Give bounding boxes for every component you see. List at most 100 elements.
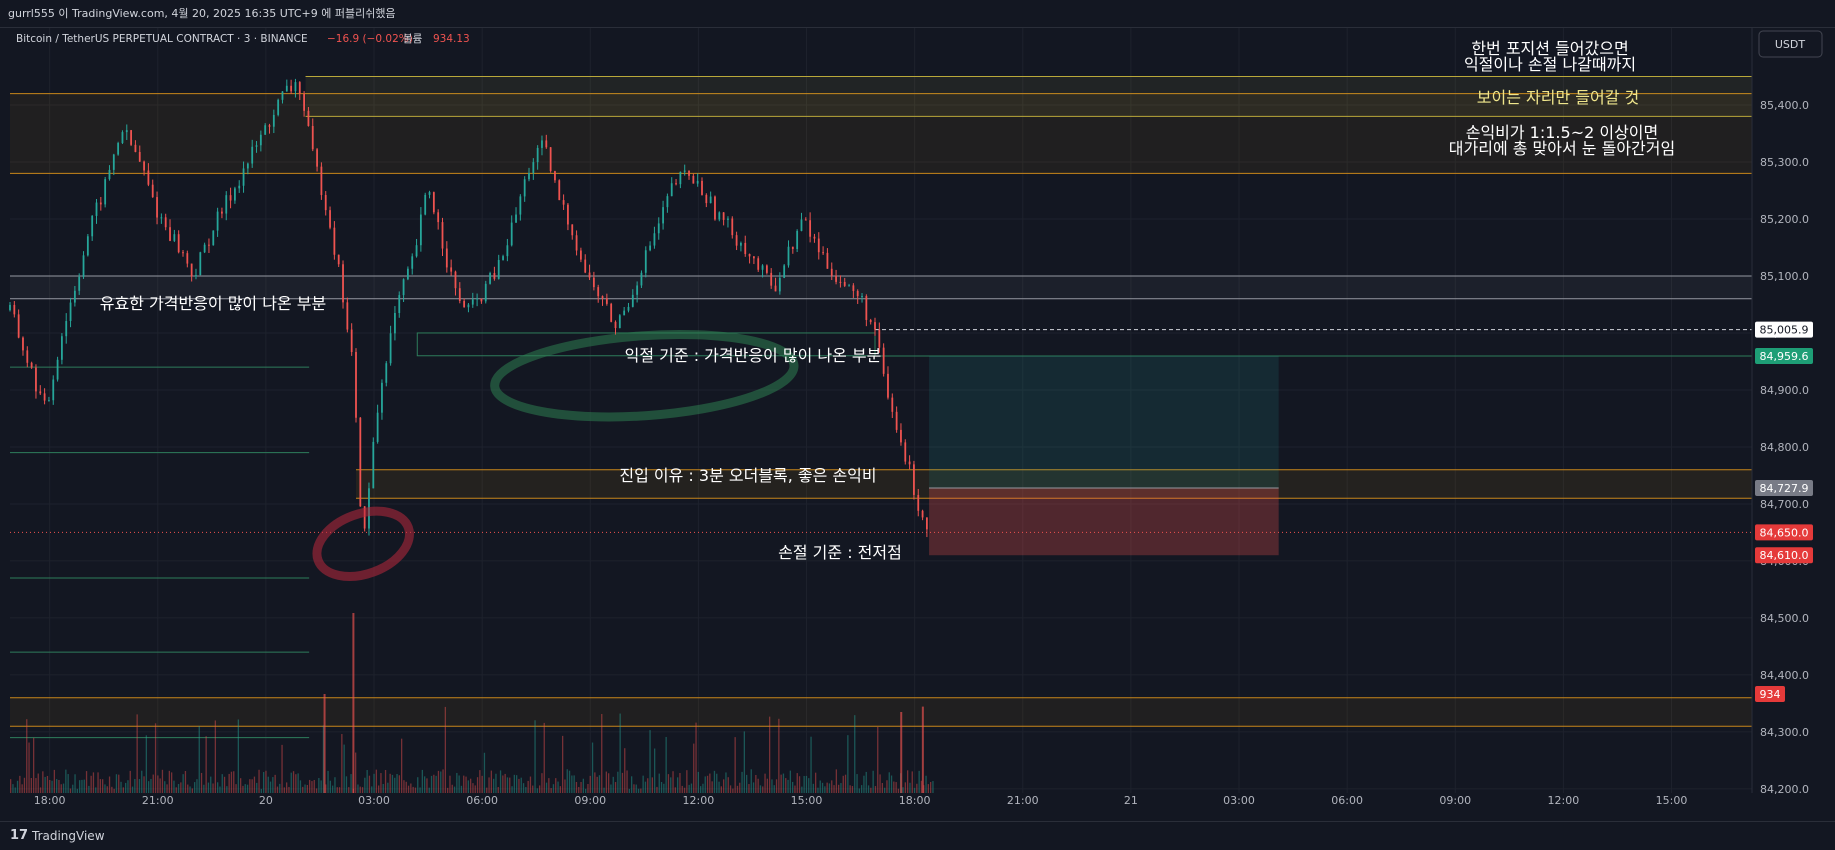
volume-bar — [582, 778, 584, 793]
volume-bar — [240, 778, 242, 793]
currency-button[interactable]: USDT — [1758, 30, 1823, 58]
volume-bar — [789, 770, 791, 793]
candle-body — [848, 285, 850, 287]
volume-bar — [19, 775, 21, 793]
volume-bar — [108, 776, 111, 793]
volume-bar — [21, 784, 23, 793]
volume-bar — [191, 788, 193, 793]
volume-bar — [828, 783, 831, 793]
x-tick-label: 03:00 — [358, 794, 390, 807]
volume-bar — [665, 736, 667, 793]
candle-body — [541, 140, 543, 148]
candle-body — [631, 294, 634, 307]
volume-bar — [350, 774, 352, 793]
volume-bar — [833, 785, 835, 793]
volume-bar — [302, 786, 304, 793]
volume-bar — [129, 770, 131, 793]
volume-bar — [198, 725, 200, 793]
volume-bar — [674, 787, 676, 793]
volume-bar — [304, 784, 306, 793]
volume-bar — [637, 788, 640, 793]
candle-body — [385, 363, 388, 383]
candle-body — [817, 238, 820, 253]
volume-bar — [720, 786, 722, 793]
volume-bar — [529, 776, 532, 793]
tradingview-logo-icon[interactable]: 17 — [10, 828, 29, 843]
volume-bar — [877, 726, 879, 793]
volume-bar — [780, 774, 782, 793]
volume-bar — [83, 779, 85, 793]
volume-bar — [821, 782, 824, 793]
volume-bar — [145, 735, 147, 793]
candle-body — [320, 166, 323, 196]
volume-bar — [472, 783, 474, 793]
candle-body — [562, 200, 565, 205]
candle-body — [506, 245, 509, 257]
x-tick-label: 21:00 — [1007, 794, 1039, 807]
candle-body — [186, 253, 189, 264]
candle-body — [636, 285, 639, 295]
volume-bar — [219, 786, 221, 793]
volume-bar — [741, 771, 743, 793]
volume-bar — [56, 779, 58, 793]
volume-bar — [180, 782, 182, 793]
candle-body — [281, 91, 284, 100]
candle-body — [424, 194, 427, 215]
candle-body — [740, 242, 742, 246]
candle-body — [190, 263, 193, 277]
volume-bar — [697, 771, 699, 793]
volume-bar — [60, 784, 62, 793]
candle-body — [173, 234, 176, 241]
volume-bar — [718, 781, 720, 793]
volume-bar — [233, 771, 235, 793]
volume-bar — [759, 785, 762, 793]
candle-body — [61, 336, 63, 360]
candle-body — [822, 252, 824, 254]
x-tick-label: 03:00 — [1223, 794, 1255, 807]
candle-body — [39, 391, 42, 394]
candle-body — [528, 173, 530, 180]
volume-bar — [336, 787, 338, 793]
candle-body — [307, 110, 310, 126]
volume-bar — [729, 785, 732, 793]
volume-bar — [16, 780, 19, 793]
volume-bar — [773, 785, 775, 793]
volume-bar — [506, 777, 509, 793]
candle-body — [121, 132, 124, 144]
volume-bar — [824, 786, 826, 793]
volume-bar — [925, 775, 927, 793]
candle-body — [234, 188, 236, 201]
volume-bar — [309, 779, 311, 793]
candle-body — [770, 272, 773, 286]
candle-body — [147, 170, 150, 185]
candle-body — [458, 288, 461, 301]
volume-bar — [283, 787, 285, 793]
y-tick-label: 84,700.0 — [1760, 498, 1809, 511]
publish-info-bar: gurrl555 이 TradingView.com, 4월 20, 2025 … — [0, 0, 1835, 28]
candle-body — [108, 169, 111, 180]
candle-body — [445, 248, 448, 268]
volume-bar — [407, 785, 410, 793]
volume-bar — [874, 786, 877, 793]
candle-body — [727, 218, 729, 220]
volume-bar — [341, 734, 343, 793]
candle-body — [900, 429, 902, 443]
candle-body — [765, 265, 768, 273]
price-axis-bg — [1752, 28, 1835, 793]
candle-body — [125, 130, 128, 133]
volume-bar — [663, 783, 665, 793]
x-tick-label: 18:00 — [34, 794, 66, 807]
volume-bar — [306, 784, 308, 793]
candle-body — [861, 296, 863, 298]
volume-bar — [612, 776, 614, 793]
candle-body — [48, 400, 50, 402]
volume-bar — [380, 773, 382, 793]
volume-bar — [545, 782, 548, 793]
volume-bar — [81, 779, 83, 793]
volume-bar — [265, 770, 267, 793]
candle-body — [471, 299, 474, 305]
volume-bar — [513, 774, 515, 793]
candle-body — [428, 192, 431, 195]
volume-bar — [601, 714, 603, 793]
